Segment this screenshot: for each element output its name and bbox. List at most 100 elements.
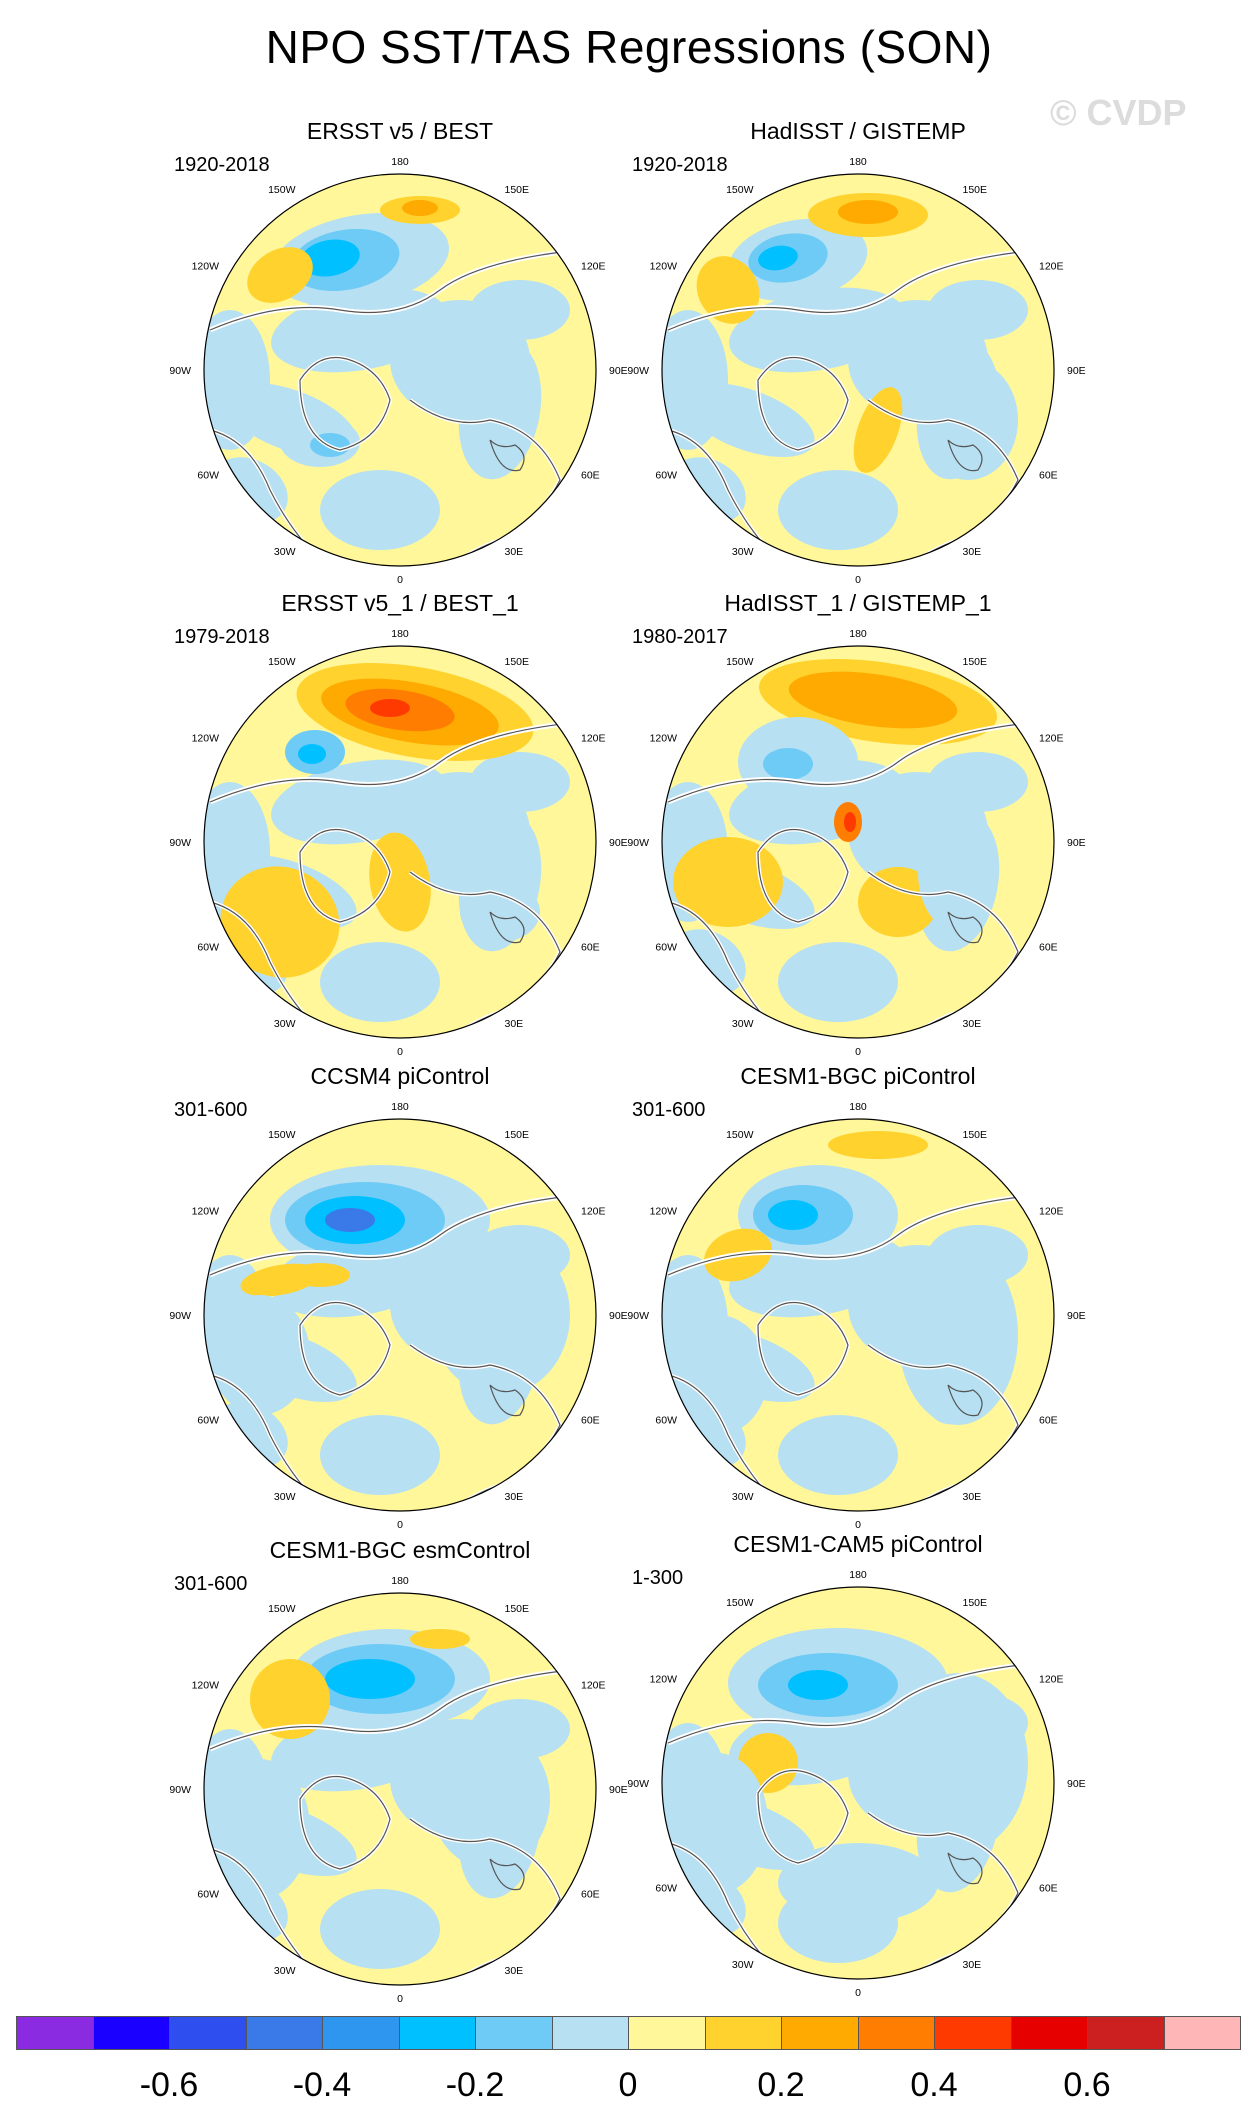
anomaly-region: [325, 1659, 415, 1699]
map-border: [661, 1118, 1055, 1512]
longitude-label: 30W: [732, 546, 754, 558]
longitude-label: 60W: [197, 942, 219, 954]
anomaly-region: [828, 1131, 928, 1159]
anomaly-region: [898, 1245, 1018, 1425]
panel-period: 1979-2018: [174, 626, 270, 648]
longitude-label: 60W: [197, 470, 219, 482]
longitude-label: 180: [849, 156, 867, 168]
polar-map: 180 150E 120E 90E 60E 30E 0 30W 60W 90W 120W 150W: [628, 156, 1086, 584]
panel-period: 1920-2018: [174, 154, 270, 176]
colorbar-box: [857, 2016, 935, 2050]
longitude-label: 120E: [581, 1206, 606, 1218]
colorbar-label: -0.4: [292, 2066, 352, 2104]
longitude-label: 90E: [1067, 1310, 1086, 1322]
colorbar-box: [704, 2016, 782, 2050]
longitude-label: 150W: [268, 1129, 296, 1141]
longitude-label: 30W: [274, 1491, 296, 1503]
longitude-label: 150W: [726, 184, 754, 196]
longitude-label: 0: [397, 1519, 403, 1529]
longitude-label: 150E: [963, 656, 988, 668]
longitude-label: 150W: [726, 1129, 754, 1141]
longitude-label: 120W: [650, 1206, 678, 1218]
colorbar-label: 0: [618, 2066, 638, 2104]
longitude-label: 120E: [581, 261, 606, 273]
anomaly-region: [325, 1208, 375, 1232]
anomaly-region: [763, 748, 813, 780]
weak-negative-region: [470, 752, 570, 812]
longitude-label: 150E: [963, 1597, 988, 1609]
map-panel-1: ERSST v5 / BEST 1920-2018 180 150E 120E 90E…: [170, 118, 630, 588]
weak-negative-region: [778, 470, 898, 550]
longitude-label: 90W: [170, 1310, 191, 1322]
anomaly-region: [768, 1200, 818, 1230]
anomaly-region: [290, 1263, 350, 1287]
polar-map: 180 150E 120E 90E 60E 30E 0 30W 60W 90W 120W 150W: [628, 1101, 1086, 1529]
map-fill: [204, 1119, 596, 1511]
anomaly-region: [853, 387, 903, 473]
longitude-label: 60E: [581, 1415, 600, 1427]
map-panel-5: CCSM4 piControl 301-600 180 150E 120E 90E 60…: [170, 1063, 630, 1533]
longitude-label: 0: [855, 1987, 861, 1997]
map-border: [203, 173, 597, 567]
panel-period: 301-600: [174, 1099, 248, 1121]
polar-map: 180 150E 120E 90E 60E 30E 0 30W 60W 90W 120W 150W: [628, 1569, 1086, 1997]
longitude-label: 0: [855, 1046, 861, 1056]
longitude-label: 60E: [1039, 1883, 1058, 1895]
panel-title: ERSST v5_1 / BEST_1: [281, 590, 519, 616]
longitude-label: 150E: [505, 184, 530, 196]
anomaly-region: [668, 1315, 768, 1435]
colorbar-box: [16, 2016, 94, 2050]
anomaly-region: [858, 867, 938, 937]
colorbar-label: 0.6: [1063, 2066, 1111, 2104]
weak-negative-region: [928, 280, 1028, 340]
longitude-label: 150W: [268, 184, 296, 196]
longitude-label: 150E: [963, 184, 988, 196]
panel-title: HadISST / GISTEMP: [750, 118, 966, 144]
map-fill: [204, 646, 596, 1038]
polar-map: 180 150E 120E 90E 60E 30E 0 30W 60W 90W 120W 150W: [628, 628, 1086, 1056]
weak-negative-region: [320, 942, 440, 1022]
longitude-label: 180: [391, 156, 409, 168]
longitude-label: 60E: [1039, 1415, 1058, 1427]
longitude-label: 60W: [655, 1415, 677, 1427]
anomaly-region: [300, 239, 360, 277]
watermark: © CVDP: [1050, 92, 1187, 133]
longitude-label: 90W: [628, 365, 649, 377]
weak-negative-region: [778, 1415, 898, 1495]
colorbar-box: [322, 2016, 400, 2050]
longitude-label: 60E: [581, 1889, 600, 1901]
anomaly-region: [838, 200, 898, 224]
colorbar-box: [1087, 2016, 1165, 2050]
longitude-label: 90E: [609, 1310, 628, 1322]
longitude-label: 150E: [963, 1129, 988, 1141]
longitude-label: 0: [397, 1993, 403, 2003]
longitude-label: 60W: [197, 1889, 219, 1901]
panel-title: CESM1-BGC esmControl: [269, 1537, 531, 1563]
longitude-label: 120W: [192, 1206, 220, 1218]
longitude-label: 30E: [505, 1491, 524, 1503]
colorbar-label: 0.2: [757, 2066, 805, 2104]
anomaly-region: [430, 1729, 550, 1869]
anomaly-region: [430, 1235, 570, 1395]
colorbar-box: [398, 2016, 476, 2050]
map-panel-4: HadISST_1 / GISTEMP_1 1980-2017 180 150E 1…: [628, 590, 1088, 1060]
polar-map: 180 150E 120E 90E 60E 30E 0 30W 60W 90W 120W 150W: [170, 156, 628, 584]
longitude-label: 0: [855, 1519, 861, 1529]
longitude-label: 30W: [732, 1491, 754, 1503]
colorbar-box: [934, 2016, 1012, 2050]
colorbar-label: -0.2: [445, 2066, 505, 2104]
weak-negative-region: [681, 383, 815, 457]
weak-negative-region: [470, 280, 570, 340]
polar-map: 180 150E 120E 90E 60E 30E 0 30W 60W 90W 120W 150W: [170, 1101, 628, 1529]
longitude-label: 60E: [581, 470, 600, 482]
weak-negative-region: [320, 470, 440, 550]
anomaly-region: [298, 744, 326, 764]
polar-map: 180 150E 120E 90E 60E 30E 0 30W 60W 90W 120W 150W: [170, 628, 628, 1056]
map-panel-7: CESM1-BGC esmControl 301-600 180 150E 120E…: [170, 1537, 630, 2007]
panel-period: 1920-2018: [632, 154, 728, 176]
anomaly-region: [210, 1295, 310, 1415]
longitude-label: 60E: [1039, 942, 1058, 954]
longitude-label: 120E: [1039, 1206, 1064, 1218]
longitude-label: 90E: [609, 837, 628, 849]
anomaly-region: [758, 245, 798, 271]
